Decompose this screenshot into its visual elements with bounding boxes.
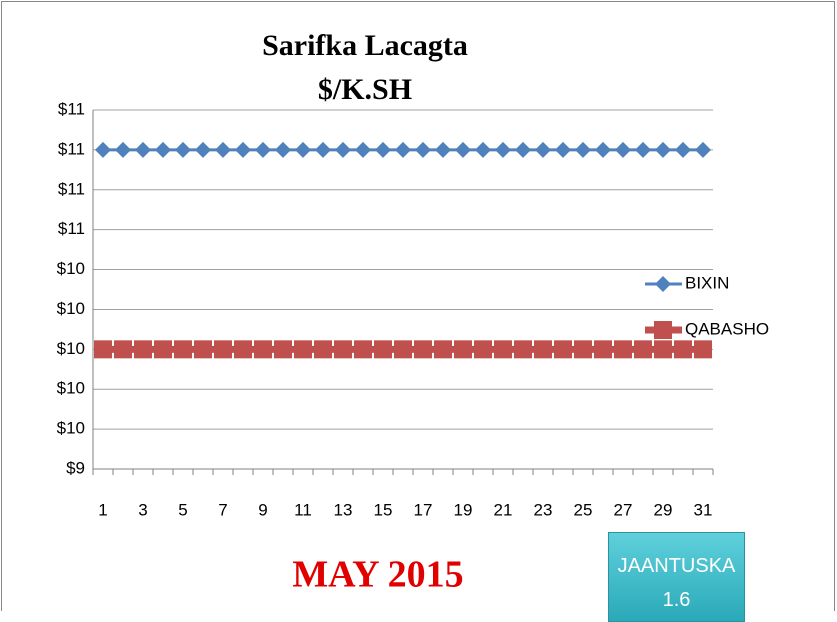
marker <box>394 340 412 359</box>
marker <box>374 340 392 359</box>
x-tick-label: 31 <box>694 500 713 519</box>
y-tick-label: $11 <box>58 139 85 158</box>
marker <box>234 340 252 359</box>
marker <box>294 340 312 359</box>
marker <box>515 141 531 158</box>
marker <box>694 340 712 359</box>
marker <box>155 141 171 158</box>
x-tick-label: 11 <box>294 500 312 519</box>
y-tick-label: $11 <box>58 99 85 118</box>
marker <box>435 141 451 158</box>
x-tick-label: 29 <box>654 500 673 519</box>
marker <box>415 141 431 158</box>
marker <box>654 340 672 359</box>
marker <box>254 340 272 359</box>
y-tick-label: $9 <box>66 458 85 477</box>
marker <box>354 340 372 359</box>
y-tick-label: $11 <box>58 179 85 198</box>
marker <box>174 340 192 359</box>
marker <box>154 340 172 359</box>
marker <box>335 141 351 158</box>
x-tick-label: 9 <box>258 500 267 519</box>
marker <box>555 141 571 158</box>
marker <box>434 340 452 359</box>
button[interactable]: JAANTUSKA 1.6 <box>608 532 745 622</box>
x-tick-label: 23 <box>534 500 553 519</box>
marker <box>494 340 512 359</box>
marker <box>575 141 591 158</box>
marker <box>114 340 132 359</box>
legend-marker <box>654 321 672 339</box>
x-tick-label: 5 <box>178 500 187 519</box>
y-tick-label: $10 <box>57 419 85 438</box>
marker <box>675 141 691 158</box>
marker <box>514 340 532 359</box>
marker <box>94 340 112 359</box>
marker <box>595 141 611 158</box>
marker <box>175 141 191 158</box>
legend-label: BIXIN <box>685 273 729 292</box>
marker <box>554 340 572 359</box>
marker <box>334 340 352 359</box>
legend-marker <box>655 276 671 292</box>
marker <box>395 141 411 158</box>
x-tick-label: 17 <box>414 500 433 519</box>
marker <box>235 141 251 158</box>
marker <box>275 141 291 158</box>
marker <box>574 340 592 359</box>
marker <box>475 141 491 158</box>
marker <box>674 340 692 359</box>
y-tick-label: $10 <box>57 299 85 318</box>
marker <box>195 141 211 158</box>
marker <box>214 340 232 359</box>
marker <box>634 340 652 359</box>
marker <box>615 141 631 158</box>
x-tick-label: 7 <box>218 500 227 519</box>
marker <box>255 141 271 158</box>
x-tick-label: 27 <box>614 500 633 519</box>
marker <box>635 141 651 158</box>
marker <box>594 340 612 359</box>
marker <box>194 340 212 359</box>
marker <box>95 141 111 158</box>
footer: MAY 2015 <box>292 554 463 596</box>
x-tick-label: 1 <box>98 500 107 519</box>
y-tick-label: $10 <box>57 379 85 398</box>
y-tick-label: $10 <box>57 259 85 278</box>
marker <box>355 141 371 158</box>
marker <box>274 340 292 359</box>
x-tick-label: 21 <box>494 500 513 519</box>
x-tick-label: 25 <box>574 500 593 519</box>
marker <box>314 340 332 359</box>
marker <box>614 340 632 359</box>
x-tick-label: 19 <box>454 500 473 519</box>
marker <box>474 340 492 359</box>
marker <box>535 141 551 158</box>
marker <box>655 141 671 158</box>
marker <box>375 141 391 158</box>
marker <box>135 141 151 158</box>
marker <box>495 141 511 158</box>
marker <box>534 340 552 359</box>
x-tick-label: 13 <box>334 500 353 519</box>
marker <box>134 340 152 359</box>
chart-subtitle: $/K.SH <box>318 73 412 106</box>
y-tick-label: $11 <box>58 219 85 238</box>
marker <box>315 141 331 158</box>
marker <box>215 141 231 158</box>
x-tick-label: 15 <box>374 500 393 519</box>
marker <box>695 141 711 158</box>
marker <box>295 141 311 158</box>
marker <box>454 340 472 359</box>
marker <box>414 340 432 359</box>
y-tick-label: $10 <box>57 339 85 358</box>
x-tick-label: 3 <box>138 500 147 519</box>
legend-label: QABASHO <box>685 319 769 338</box>
chart-border <box>1 1 835 611</box>
marker <box>115 141 131 158</box>
marker <box>455 141 471 158</box>
chart-title: Sarifka Lacagta <box>262 29 468 62</box>
